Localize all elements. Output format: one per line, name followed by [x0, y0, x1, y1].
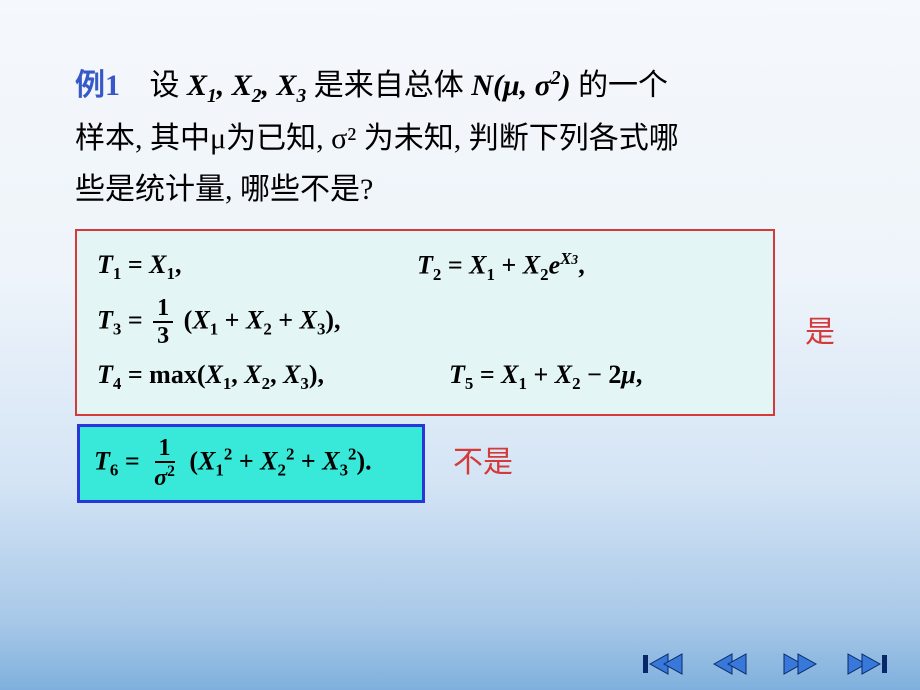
problem-statement: 例1 设 X1, X2, X3 是来自总体 N(μ, σ2) 的一个 样本, 其… — [75, 60, 872, 215]
nav-last-button[interactable] — [844, 650, 890, 678]
formula-T1: T1 = X1, — [97, 250, 417, 284]
answer-yes: 是 — [805, 307, 835, 351]
not-statistics-box: T6 = 1σ2 (X12 + X22 + X32). — [77, 424, 425, 503]
nav-prev-button[interactable] — [708, 650, 754, 678]
nav-next-button[interactable] — [776, 650, 822, 678]
formula-T6: T6 = 1σ2 (X12 + X22 + X32). — [94, 435, 372, 492]
formula-T4: T4 = max(X1, X2, X3), — [97, 360, 449, 394]
problem-line2: 样本, 其中μ为已知, σ² 为未知, 判断下列各式哪 — [75, 122, 679, 155]
problem-line3: 些是统计量, 哪些不是? — [75, 173, 373, 206]
nav-first-button[interactable] — [640, 650, 686, 678]
formula-T5: T5 = X1 + X2 − 2μ, — [449, 360, 642, 394]
statistics-box: T1 = X1, T2 = X1 + X2eX3, T3 = 13 (X1 + … — [75, 229, 775, 416]
problem-dist: N(μ, σ2) — [471, 69, 570, 102]
problem-end: 的一个 — [578, 69, 668, 102]
formula-T3: T3 = 13 (X1 + X2 + X3), — [97, 295, 341, 350]
problem-pre: 设 — [150, 69, 180, 102]
answer-no: 不是 — [453, 437, 513, 481]
example-label: 例1 — [75, 69, 120, 102]
formula-T2: T2 = X1 + X2eX3, — [417, 249, 585, 285]
problem-vars: X1, X2, X3 — [187, 69, 306, 102]
problem-post: 是来自总体 — [314, 69, 464, 102]
nav-buttons — [640, 650, 890, 678]
